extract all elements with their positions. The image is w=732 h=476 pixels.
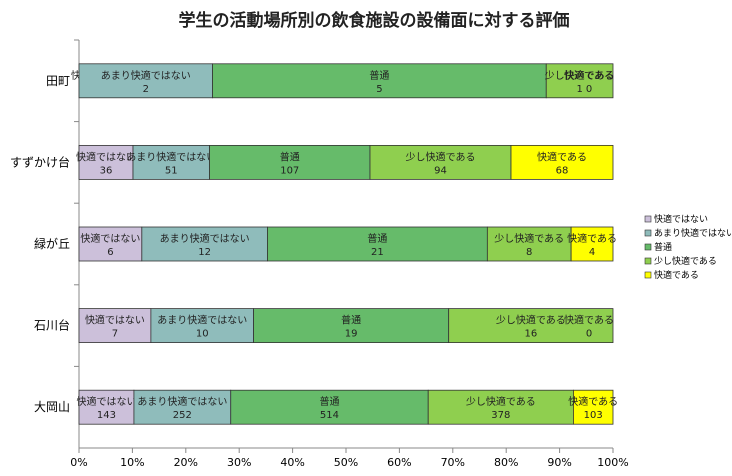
x-tick-label: 100% [597,456,628,469]
data-label: 514 [320,410,339,421]
data-label: 68 [556,165,569,176]
segment-name-label: 快適である [564,69,614,82]
data-label: 143 [97,410,116,421]
category-label: 大岡山 [34,400,70,414]
x-tick-label: 30% [227,456,251,469]
data-label: 378 [491,410,510,421]
segment-name-label: 普通 [280,150,300,163]
segment-name-label: 快適ではない [85,314,145,327]
bar-segment [78,63,213,99]
data-label: 10 [196,329,209,340]
x-tick-label: 20% [174,456,198,469]
data-label: 107 [280,165,299,176]
data-label: 0 [586,329,592,340]
bar-segment [133,389,232,425]
bar-segment [369,144,512,180]
legend-swatch [644,215,652,223]
bar-segment [448,308,614,344]
legend-label: 普通 [654,241,672,253]
legend-swatch [644,257,652,265]
segment-name-label: 普通 [341,314,361,327]
data-label: 94 [434,165,447,176]
legend-swatch [644,271,652,279]
category-label: 石川台 [34,318,70,333]
bar-segment [212,63,547,99]
data-label: 0 [586,84,592,95]
legend-swatch [644,243,652,251]
segment-name-label: あまり快適ではない [137,395,227,408]
category-label: すずかけ台 [10,154,70,169]
segment-name-label: あまり快適ではない [101,69,191,82]
segment-name-label: あまり快適ではない [160,232,250,245]
segment-name-label: 普通 [367,232,387,245]
segment-name-label: 少し快適である [494,232,564,245]
segment-name-label: 快適ではない [76,150,136,163]
segment-name-label: 快適ではない [76,395,136,408]
segment-name-label: 少し快適である [496,314,566,327]
segment-name-label: 普通 [369,69,389,82]
bar-segment [545,63,614,99]
x-tick-label: 60% [387,456,411,469]
bar-segment [150,308,254,344]
data-label: 7 [112,329,118,340]
data-label: 252 [173,410,192,421]
data-label: 2 [143,84,149,95]
bar-segment [253,308,450,344]
data-label: 8 [526,247,532,258]
legend-label: 快適ではない [654,213,708,225]
x-tick-label: 40% [280,456,304,469]
segment-name-label: あまり快適ではない [126,150,216,163]
segment-name-label: 快適である [564,314,614,327]
legend-label: 快適である [654,269,699,281]
bar-segment [573,389,614,425]
segment-name-label: 快適である [567,232,617,245]
legend-label: あまり快適ではない [654,227,732,239]
x-tick-label: 80% [494,456,518,469]
bar-segment [510,144,614,180]
segment-name-label: 快適である [537,150,587,163]
segment-name-label: 快適である [568,395,618,408]
bar-segment [570,226,614,262]
segment-name-label: 少し快適である [545,69,615,82]
segment-name-label: あまり快適ではない [157,314,247,327]
bar-segment [78,308,152,344]
data-label: 51 [165,165,178,176]
segment-name-label: 普通 [319,395,339,408]
bar-segment [78,144,134,180]
segment-name-label: 少し快適である [466,395,536,408]
data-label: 6 [107,247,113,258]
data-label: 12 [198,247,211,258]
data-label: 36 [100,165,113,176]
segment-name-label: 快適ではない [80,232,140,245]
plot-area: 0% 10% 20% 30% 40% 50% 60% 70% 80% 90% 100% 田町快適ではな… [10,39,629,469]
data-label: 21 [371,247,384,258]
data-label: 4 [589,247,595,258]
x-tick-label: 70% [441,456,465,469]
bar-segment [141,226,268,262]
data-label: 5 [376,84,382,95]
bar-segment [132,144,210,180]
data-label: 1 [576,84,582,95]
data-label: 103 [584,410,603,421]
bar-segment [230,389,429,425]
bar-segment [78,226,143,262]
bar-segment [209,144,371,180]
category-label: 田町 [46,74,70,88]
x-tick-label: 50% [334,456,358,469]
x-tick-label: 10% [120,456,144,469]
category-label: 緑が丘 [34,236,70,251]
x-tick-label: 0% [70,456,87,469]
x-tick-label: 90% [547,456,571,469]
segment-name-label: 少し快適である [406,150,476,163]
data-label: 19 [345,329,358,340]
legend-label: 少し快適である [654,255,717,267]
data-label: 16 [524,329,537,340]
legend-swatch [644,229,652,237]
chart-title: 学生の活動場所別の飲食施設の設備面に対する評価 [179,10,570,31]
